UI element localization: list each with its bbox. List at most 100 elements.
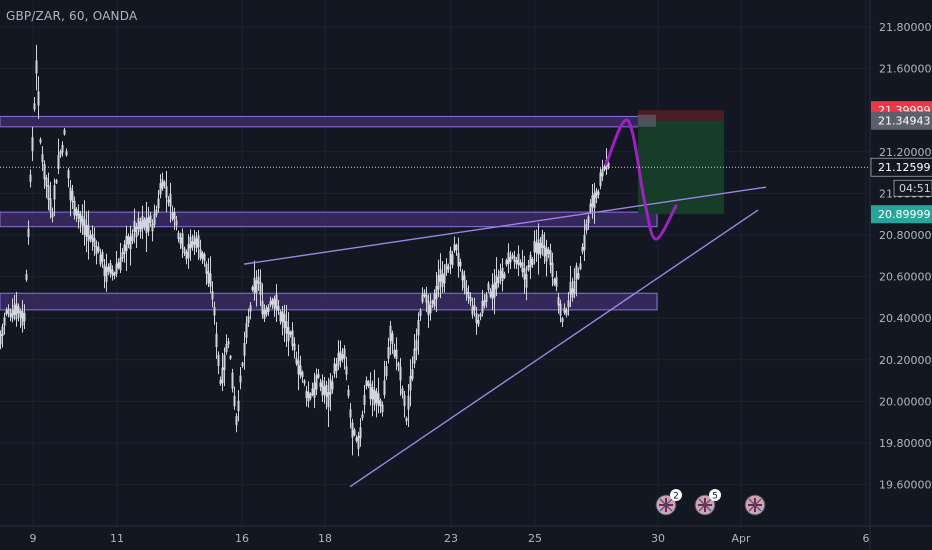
- event-count-text: 5: [712, 492, 718, 502]
- candle-body: [309, 393, 312, 399]
- uk-flag-icon[interactable]: 5: [694, 489, 721, 516]
- candle-body: [331, 381, 334, 390]
- candle-body: [373, 389, 376, 406]
- candle-body: [101, 252, 104, 262]
- candle-body: [97, 246, 100, 252]
- candle-body: [21, 311, 24, 326]
- candle-body: [37, 91, 40, 106]
- candle-body: [217, 354, 220, 366]
- candle-body: [371, 387, 374, 400]
- candle-body: [219, 379, 222, 384]
- price-label-box: [870, 157, 932, 177]
- candle-body: [251, 287, 254, 291]
- candle-body: [9, 313, 12, 317]
- candle-body: [283, 313, 286, 329]
- uk-flag-icon[interactable]: [744, 494, 766, 516]
- candle-body: [407, 395, 410, 410]
- y-tick-label: 20.00000: [879, 395, 932, 408]
- candle-body: [293, 343, 296, 351]
- candle-body: [171, 212, 174, 220]
- candle-body: [361, 414, 364, 418]
- candle-body: [243, 342, 246, 356]
- candle-body: [459, 262, 462, 267]
- candle-body: [345, 366, 348, 375]
- candle-body: [553, 278, 556, 285]
- candle-body: [601, 169, 604, 177]
- candle-body: [597, 191, 600, 195]
- candle-body: [135, 226, 138, 238]
- candle-body: [379, 400, 382, 407]
- candle-body: [547, 249, 550, 255]
- candle-body: [83, 219, 86, 235]
- candle-body: [555, 277, 558, 287]
- candle-body: [387, 347, 390, 359]
- candle-body: [355, 437, 358, 441]
- y-tick-label: 20.20000: [879, 354, 932, 367]
- candle-body: [439, 269, 442, 282]
- candle-body: [261, 301, 264, 315]
- candle-body: [419, 310, 422, 317]
- candle-body: [269, 301, 272, 306]
- candle-body: [469, 296, 472, 302]
- countdown-box: [893, 179, 932, 197]
- x-tick-label: 6: [863, 532, 870, 545]
- candle-body: [313, 382, 316, 398]
- candle-body: [363, 394, 366, 405]
- x-tick-label: 16: [235, 532, 249, 545]
- candle-body: [477, 320, 480, 325]
- event-count-text: 2: [673, 492, 679, 502]
- candle-body: [421, 294, 424, 303]
- candle-body: [397, 362, 400, 367]
- candle-body: [447, 266, 450, 270]
- candle-body: [517, 253, 520, 265]
- candle-body: [465, 287, 468, 295]
- candle-body: [347, 389, 350, 396]
- support-resistance-zone: [0, 211, 658, 228]
- uk-flag-icon[interactable]: 2: [655, 489, 682, 516]
- y-tick-label: 19.80000: [879, 437, 932, 450]
- candle-body: [411, 369, 414, 379]
- candle-body: [399, 366, 402, 381]
- candle-body: [119, 257, 122, 271]
- x-tick-label: 25: [528, 532, 542, 545]
- candle-body: [71, 190, 74, 202]
- candle-body: [311, 388, 314, 395]
- candle-body: [457, 252, 460, 267]
- flag-diag-2: [748, 498, 762, 512]
- candle-body: [81, 216, 84, 226]
- candle-body: [221, 367, 224, 384]
- candle-body: [5, 310, 8, 315]
- candle-body: [91, 233, 94, 243]
- candle-body: [483, 300, 486, 306]
- candle-body: [271, 299, 274, 305]
- candle-body: [359, 427, 362, 439]
- candle-body: [181, 233, 184, 249]
- candle-body: [207, 271, 210, 284]
- candle-body: [65, 151, 68, 156]
- candle-body: [427, 301, 430, 316]
- candle-body: [551, 262, 554, 277]
- candle-body: [123, 244, 126, 254]
- candle-body: [209, 273, 212, 287]
- candle-body: [115, 263, 118, 274]
- candle-body: [267, 306, 270, 312]
- candle-body: [7, 308, 10, 314]
- x-tick-label: 23: [444, 532, 458, 545]
- candle-body: [245, 323, 248, 338]
- candle-body: [325, 384, 328, 397]
- candle-body: [111, 269, 114, 276]
- candle-body: [67, 170, 70, 179]
- symbol-title[interactable]: GBP/ZAR, 60, OANDA: [6, 9, 138, 23]
- x-tick-label: Apr: [731, 532, 751, 545]
- candle-body: [491, 284, 494, 299]
- candle-body: [391, 333, 394, 345]
- candle-body: [113, 272, 116, 276]
- candle-body: [227, 341, 230, 345]
- candle-body: [475, 313, 478, 324]
- candle-body: [19, 310, 22, 319]
- candle-body: [351, 422, 354, 438]
- candle-body: [161, 179, 164, 189]
- x-tick-label: 30: [651, 532, 665, 545]
- candle-body: [579, 263, 582, 270]
